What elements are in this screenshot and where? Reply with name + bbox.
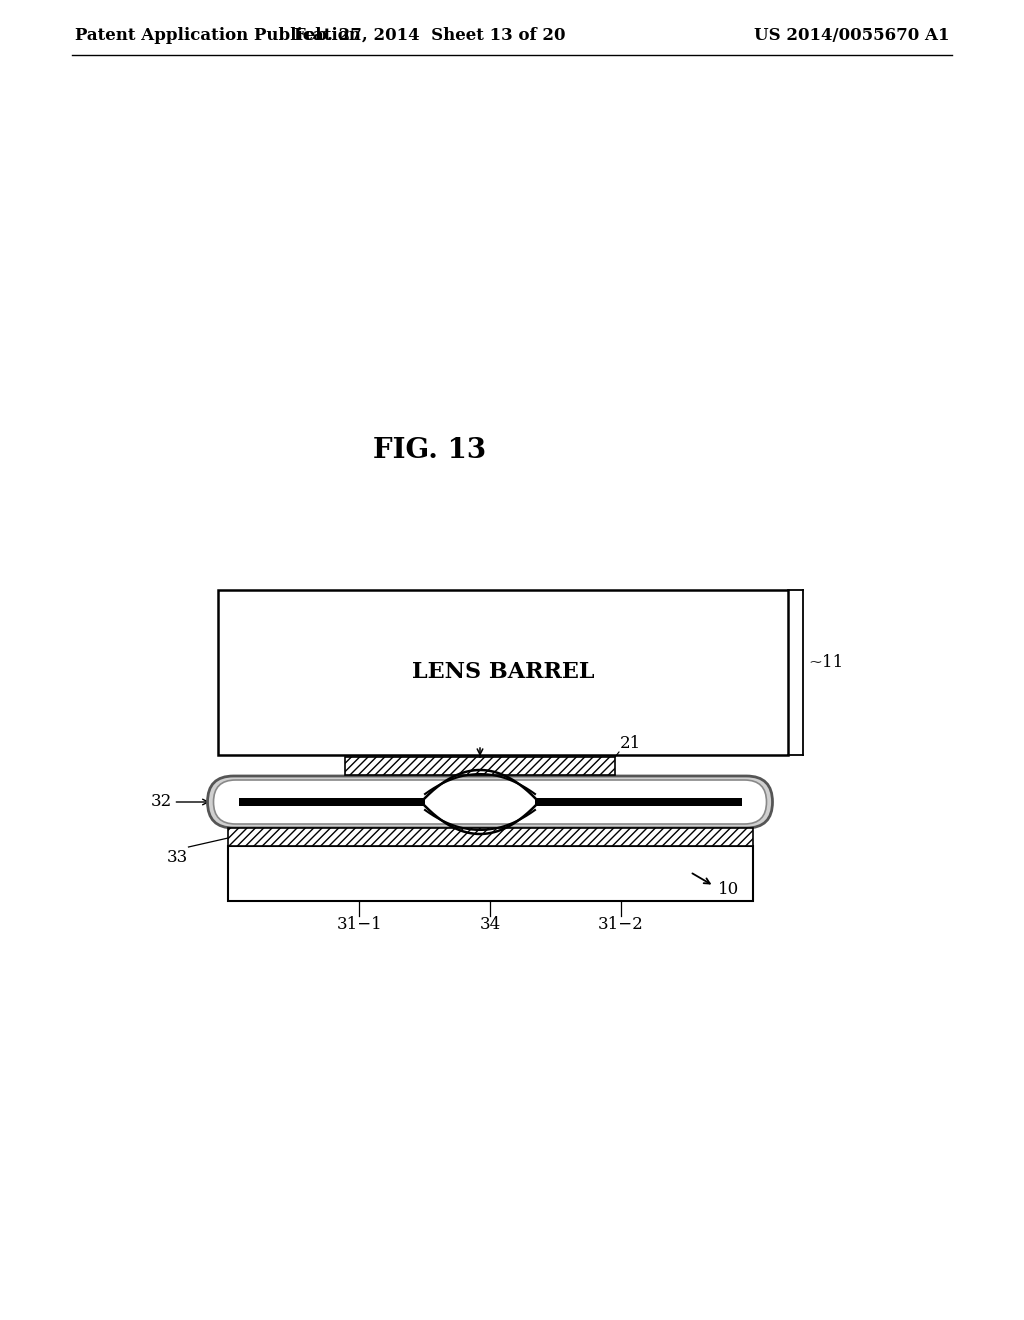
Text: 21: 21 xyxy=(620,735,641,752)
Text: Patent Application Publication: Patent Application Publication xyxy=(75,26,360,44)
Bar xyxy=(227,846,753,902)
Text: 22: 22 xyxy=(620,777,641,795)
Text: Feb. 27, 2014  Sheet 13 of 20: Feb. 27, 2014 Sheet 13 of 20 xyxy=(294,26,565,44)
Bar xyxy=(535,799,741,807)
Bar xyxy=(227,828,753,846)
Text: US 2014/0055670 A1: US 2014/0055670 A1 xyxy=(755,26,950,44)
Text: 32: 32 xyxy=(152,793,172,810)
FancyBboxPatch shape xyxy=(213,780,767,824)
Text: 33: 33 xyxy=(166,849,187,866)
Bar xyxy=(218,590,788,755)
Text: 31−2: 31−2 xyxy=(598,916,644,933)
Text: FIG. 13: FIG. 13 xyxy=(374,437,486,463)
Text: 10: 10 xyxy=(718,882,739,899)
Text: 31−1: 31−1 xyxy=(336,916,382,933)
Bar xyxy=(239,799,425,807)
Text: 34: 34 xyxy=(479,916,501,933)
Text: LENS BARREL: LENS BARREL xyxy=(412,661,594,684)
Text: ~11: ~11 xyxy=(808,653,843,671)
FancyBboxPatch shape xyxy=(208,776,772,828)
Bar xyxy=(345,756,615,775)
